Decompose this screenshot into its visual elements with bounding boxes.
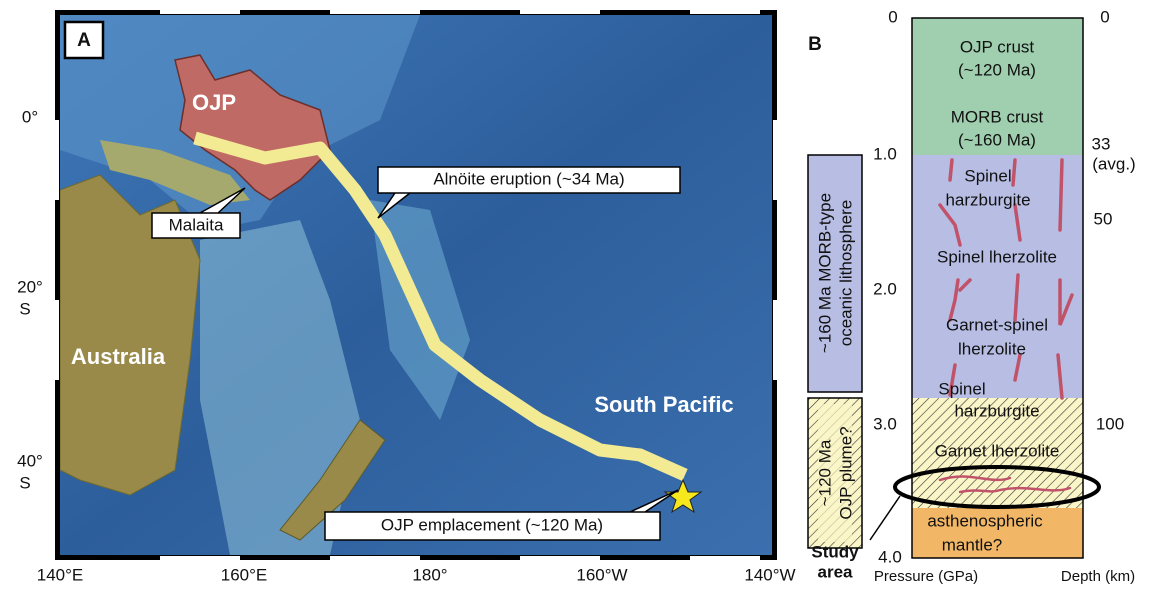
layer-text: (~120 Ma) (958, 60, 1036, 79)
longitude-label: 140°E (37, 565, 84, 584)
study-area-pointer (870, 496, 900, 540)
latitude-label: 40° (17, 451, 43, 470)
depth-tick-note: (avg.) (1092, 154, 1135, 173)
bracket-text: ~120 Ma (815, 439, 834, 506)
layer-text: harzburgite (945, 190, 1030, 209)
figure: A OJP Australia South Pacific Malaita Al… (0, 0, 1152, 589)
axis-title: Pressure (GPa) (874, 568, 978, 585)
pressure-tick-label: 3.0 (873, 414, 897, 433)
map-panel: A OJP Australia South Pacific Malaita Al… (17, 10, 795, 584)
place-label: OJP (192, 90, 236, 115)
layer-text: harzburgite (954, 401, 1039, 420)
layer-text: MORB crust (951, 107, 1044, 126)
depth-tick-label: 50 (1094, 209, 1113, 228)
bracket-text: OJP plume? (836, 426, 855, 519)
axis-title: Depth (km) (1061, 568, 1135, 585)
column-panel: B OJP crust (~120 Ma) MORB crust (~160 M… (808, 7, 1136, 584)
layer-text: Spinel (938, 379, 985, 398)
longitude-label: 140°W (744, 565, 795, 584)
layer-text: mantle? (942, 535, 1002, 554)
layer-text: Spinel lherzolite (937, 247, 1057, 266)
panel-label: A (77, 30, 91, 51)
pressure-tick-label: 4.0 (878, 547, 902, 566)
latitude-label: S (19, 473, 30, 492)
place-label: South Pacific (594, 392, 733, 417)
pressure-tick-label: 0 (888, 7, 897, 26)
callout-text: OJP emplacement (~120 Ma) (381, 515, 603, 534)
callout-text: Alnöite eruption (~34 Ma) (433, 169, 624, 188)
pressure-tick-label: 1.0 (873, 144, 897, 163)
depth-axis: 0 33 (avg.) 50 100 (1092, 7, 1136, 433)
panel-label: B (808, 34, 822, 55)
place-label: Australia (71, 344, 166, 369)
layer-text: Garnet lherzolite (935, 441, 1060, 460)
depth-tick-label: 33 (1092, 134, 1111, 153)
depth-tick-label: 0 (1100, 7, 1109, 26)
latitude-labels: 0° 20° S 40° S (17, 107, 43, 492)
longitude-label: 180° (412, 565, 447, 584)
depth-tick-label: 100 (1096, 414, 1124, 433)
layer-text: Garnet-spinel (946, 315, 1048, 334)
layer-text: OJP crust (960, 37, 1035, 56)
layer-text: lherzolite (958, 339, 1026, 358)
latitude-label: S (19, 299, 30, 318)
longitude-label: 160°E (221, 565, 268, 584)
study-area-label: Study (811, 542, 859, 561)
bracket-text: oceanic lithosphere (836, 200, 855, 346)
longitude-labels: 140°E 160°E 180° 160°W 140°W (37, 565, 796, 584)
pressure-tick-label: 2.0 (873, 279, 897, 298)
latitude-label: 20° (17, 277, 43, 296)
layer-text: asthenospheric (927, 511, 1043, 530)
latitude-label: 0° (22, 107, 38, 126)
study-area-label: area (818, 562, 854, 581)
layer-text: Spinel (964, 166, 1011, 185)
callout-text: Malaita (169, 215, 224, 234)
layer-text: (~160 Ma) (958, 130, 1036, 149)
longitude-label: 160°W (576, 565, 627, 584)
bracket-text: ~160 Ma MORB-type (815, 193, 834, 353)
